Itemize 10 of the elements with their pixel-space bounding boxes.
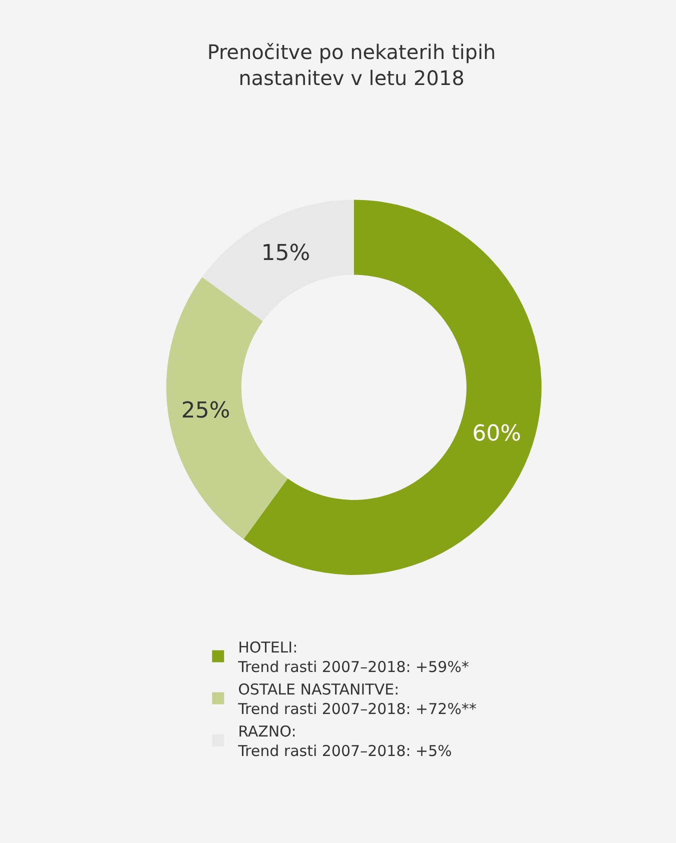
chart-title: Prenočitve po nekaterih tipih nastanitev v letu 2018 [207,40,496,90]
data-label: 60% [472,421,522,446]
legend-label: RAZNO: Trend rasti 2007–2018: +5% [237,722,452,760]
donut-slice [202,200,354,322]
legend-label: OSTALE NASTANITVE: Trend rasti 2007–2018: +72%** [237,680,477,718]
legend-label: HOTELI: Trend rasti 2007–2018: +59%* [237,638,470,676]
data-label: 15% [261,241,310,266]
donut-slice [244,200,542,575]
data-label: 25% [181,398,230,424]
donut-slice [166,277,288,540]
